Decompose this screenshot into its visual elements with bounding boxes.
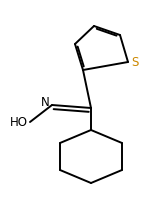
Text: S: S [131,56,138,69]
Text: N: N [41,97,50,110]
Text: HO: HO [10,116,28,129]
